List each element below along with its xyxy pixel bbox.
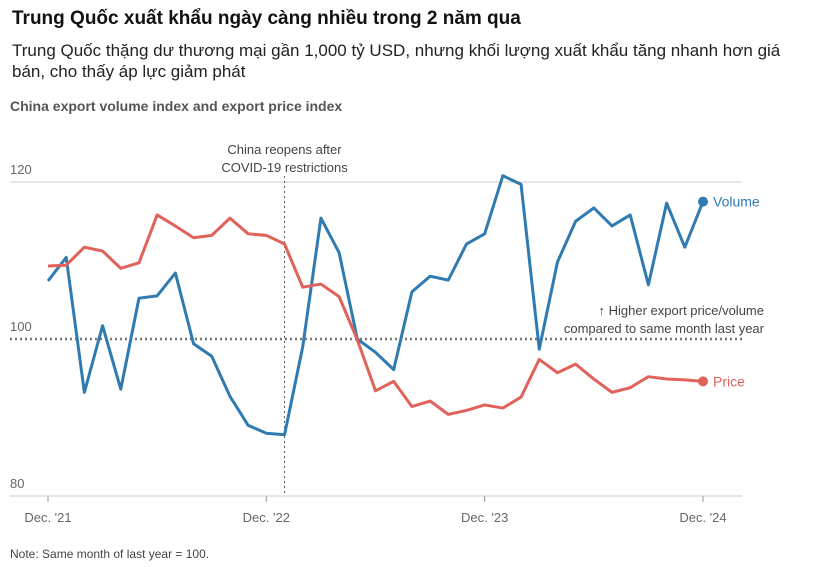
chart-title: China export volume index and export pri… <box>10 98 342 114</box>
series-line <box>47 213 704 416</box>
end-point <box>698 376 708 387</box>
y-tick-label: 80 <box>10 476 24 491</box>
y-tick-label: 100 <box>10 319 32 334</box>
legend-label: Price <box>713 373 745 389</box>
x-tick-label: Dec. '22 <box>243 510 290 525</box>
x-tick-label: Dec. '21 <box>24 510 71 525</box>
end-point <box>698 196 708 207</box>
annotation: China reopens after <box>227 142 342 157</box>
annotation: ↑ Higher export price/volume <box>599 303 764 318</box>
y-tick-label: 120 <box>10 162 32 177</box>
legend-label: Volume <box>713 194 760 210</box>
note: Note: Same month of last year = 100. <box>10 547 209 561</box>
subtitle: Trung Quốc thặng dư thương mại gần 1,000… <box>12 41 781 81</box>
x-tick-label: Dec. '24 <box>679 510 726 525</box>
title: Trung Quốc xuất khẩu ngày càng nhiều tro… <box>12 8 521 29</box>
annotation: compared to same month last year <box>564 321 765 336</box>
x-tick-label: Dec. '23 <box>461 510 508 525</box>
series-line <box>46 174 705 437</box>
annotation: COVID-19 restrictions <box>221 160 348 175</box>
